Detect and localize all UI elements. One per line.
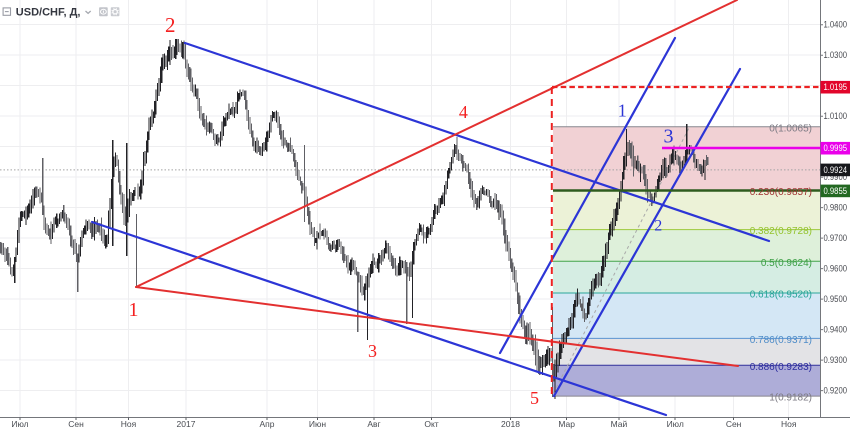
svg-text:Июл: Июл	[667, 419, 684, 429]
svg-text:Ноя: Ноя	[121, 419, 137, 429]
svg-text:2: 2	[165, 13, 176, 37]
svg-text:0.9700: 0.9700	[824, 233, 848, 243]
svg-text:1.0400: 1.0400	[824, 20, 848, 30]
svg-text:1: 1	[129, 299, 139, 321]
svg-text:Сен: Сен	[726, 419, 742, 429]
svg-text:0.786(0.9371): 0.786(0.9371)	[750, 335, 812, 346]
svg-text:0.9855: 0.9855	[824, 186, 848, 196]
svg-text:3: 3	[368, 341, 377, 361]
svg-text:1: 1	[618, 101, 627, 121]
svg-text:1.0300: 1.0300	[824, 50, 848, 60]
svg-text:2017: 2017	[177, 419, 196, 429]
svg-text:Авг: Авг	[367, 419, 380, 429]
svg-text:0.9600: 0.9600	[824, 264, 848, 274]
svg-text:Ноя: Ноя	[781, 419, 797, 429]
svg-text:Июн: Июн	[309, 419, 326, 429]
svg-text:0.9995: 0.9995	[824, 143, 848, 153]
svg-text:0.9300: 0.9300	[824, 355, 848, 365]
svg-text:0.618(0.9520): 0.618(0.9520)	[750, 290, 812, 301]
svg-text:0.9400: 0.9400	[824, 325, 848, 335]
svg-text:5: 5	[530, 388, 539, 408]
svg-text:4: 4	[459, 102, 468, 122]
svg-text:2: 2	[654, 217, 662, 234]
svg-text:0.382(0.9728): 0.382(0.9728)	[750, 226, 812, 237]
svg-text:0.886(0.9283): 0.886(0.9283)	[750, 362, 812, 373]
svg-text:1.0195: 1.0195	[824, 82, 848, 92]
svg-text:Сен: Сен	[68, 419, 84, 429]
svg-text:2018: 2018	[501, 419, 520, 429]
svg-text:0.9200: 0.9200	[824, 386, 848, 396]
svg-text:Май: Май	[611, 419, 628, 429]
svg-text:Мар: Мар	[558, 419, 575, 429]
svg-text:Окт: Окт	[424, 419, 438, 429]
svg-text:USD/CHF, Д,: USD/CHF, Д,	[16, 7, 81, 19]
svg-text:0(1.0065): 0(1.0065)	[769, 123, 812, 134]
svg-text:0.9924: 0.9924	[824, 165, 848, 175]
svg-text:0.5(0.9624): 0.5(0.9624)	[761, 258, 812, 269]
svg-text:1(0.9182): 1(0.9182)	[769, 393, 812, 404]
svg-text:0.9800: 0.9800	[824, 203, 848, 213]
svg-text:0.236(0.9857): 0.236(0.9857)	[750, 187, 812, 198]
svg-text:1.0100: 1.0100	[824, 111, 848, 121]
svg-text:3: 3	[664, 125, 674, 147]
svg-text:0.9500: 0.9500	[824, 294, 848, 304]
svg-text:Апр: Апр	[260, 419, 275, 429]
svg-text:Июл: Июл	[11, 419, 28, 429]
